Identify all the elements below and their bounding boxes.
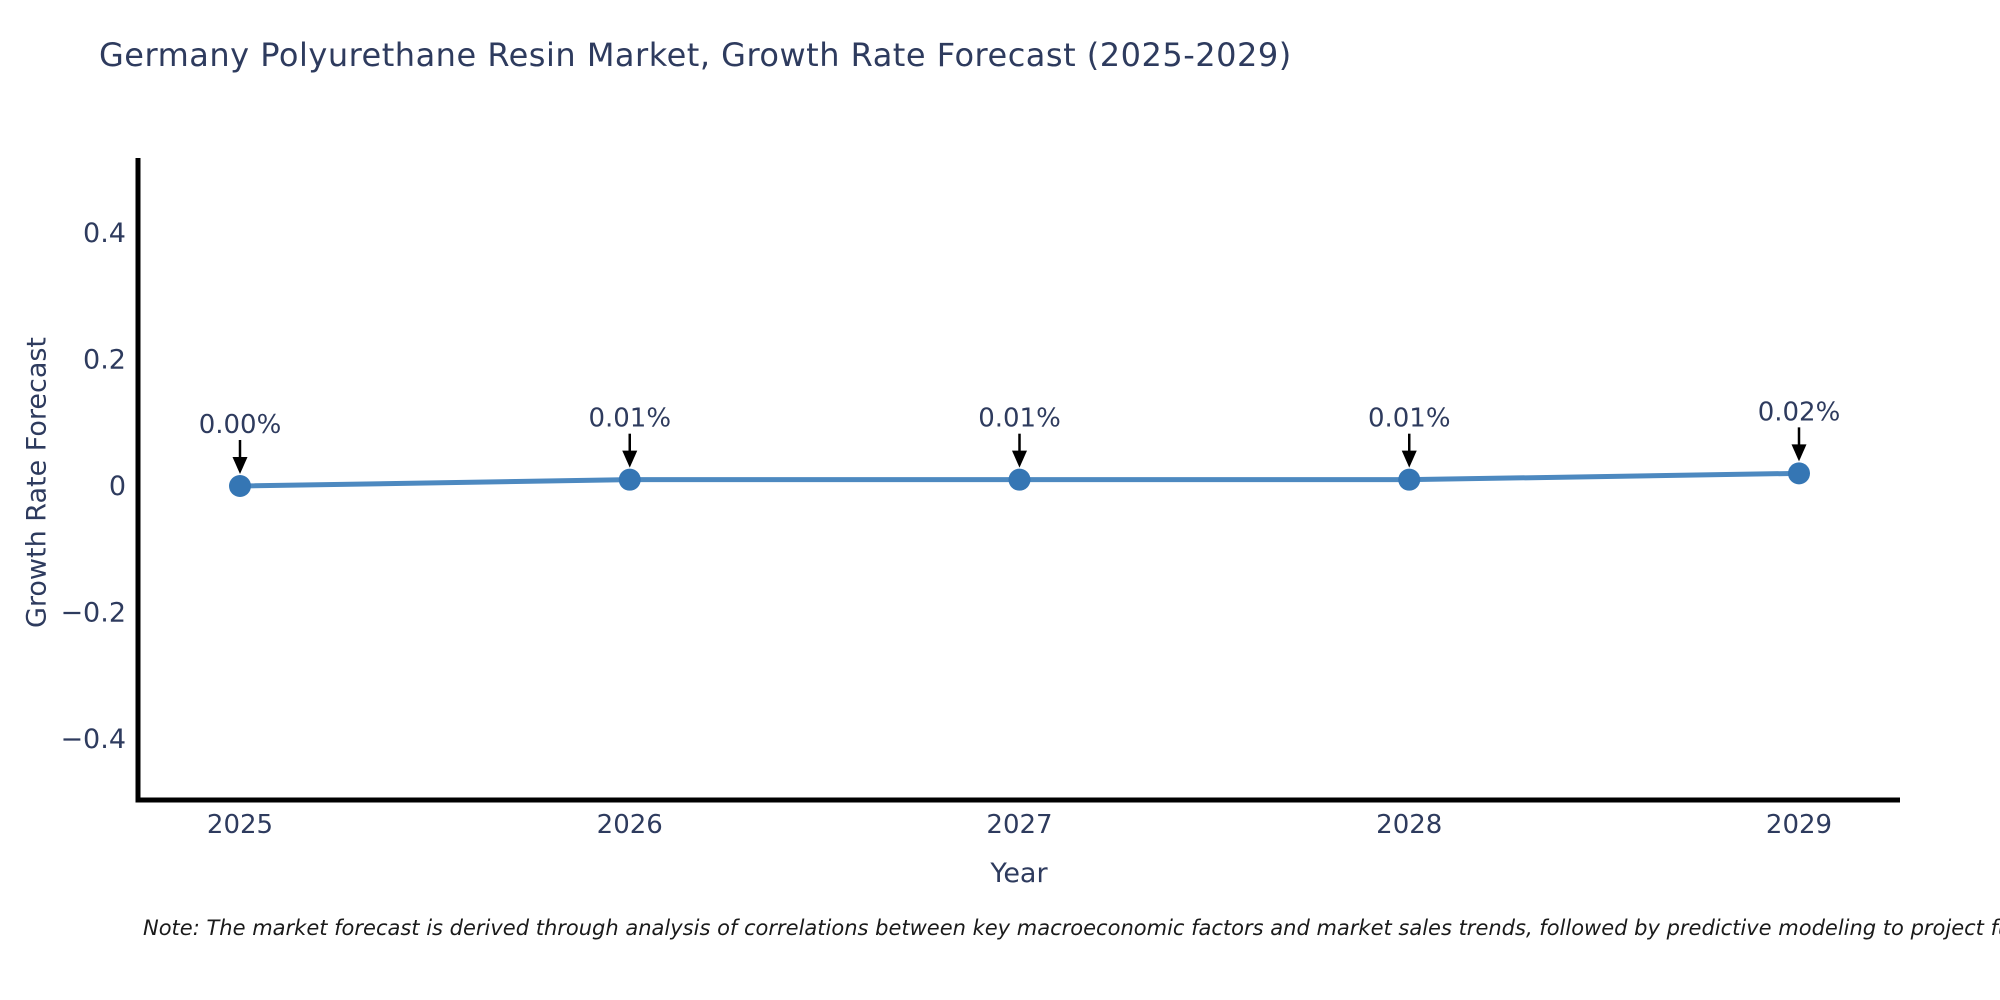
x-tick-label: 2025 — [207, 810, 273, 840]
annotation-arrowhead — [1012, 450, 1027, 468]
x-tick-label: 2029 — [1766, 810, 1832, 840]
x-tick-label: 2028 — [1376, 810, 1442, 840]
footnote: Note: The market forecast is derived thr… — [143, 916, 2000, 940]
y-tick-label: −0.2 — [60, 597, 126, 628]
y-tick-label: 0 — [109, 471, 126, 502]
data-point — [1398, 468, 1421, 491]
data-point — [1008, 468, 1031, 491]
data-point-label: 0.01% — [978, 404, 1061, 434]
chart-title: Germany Polyurethane Resin Market, Growt… — [99, 36, 1292, 74]
y-tick-label: −0.4 — [60, 724, 126, 755]
y-tick-label: 0.2 — [83, 345, 126, 376]
data-point-label: 0.02% — [1758, 397, 1841, 427]
annotation-arrowhead — [1401, 450, 1417, 468]
data-point — [618, 468, 641, 491]
data-point — [1788, 462, 1810, 485]
data-point — [229, 475, 251, 497]
annotation-arrowhead — [1791, 444, 1807, 462]
annotation-arrowhead — [232, 457, 248, 474]
x-axis-label: Year — [990, 858, 1048, 889]
x-tick-label: 2026 — [597, 810, 663, 840]
data-point-label: 0.00% — [199, 410, 282, 440]
data-point-label: 0.01% — [588, 404, 671, 434]
annotation-arrowhead — [622, 450, 638, 468]
data-point-label: 0.01% — [1368, 404, 1451, 434]
y-tick-label: 0.4 — [83, 218, 126, 249]
x-tick-label: 2027 — [986, 810, 1052, 840]
